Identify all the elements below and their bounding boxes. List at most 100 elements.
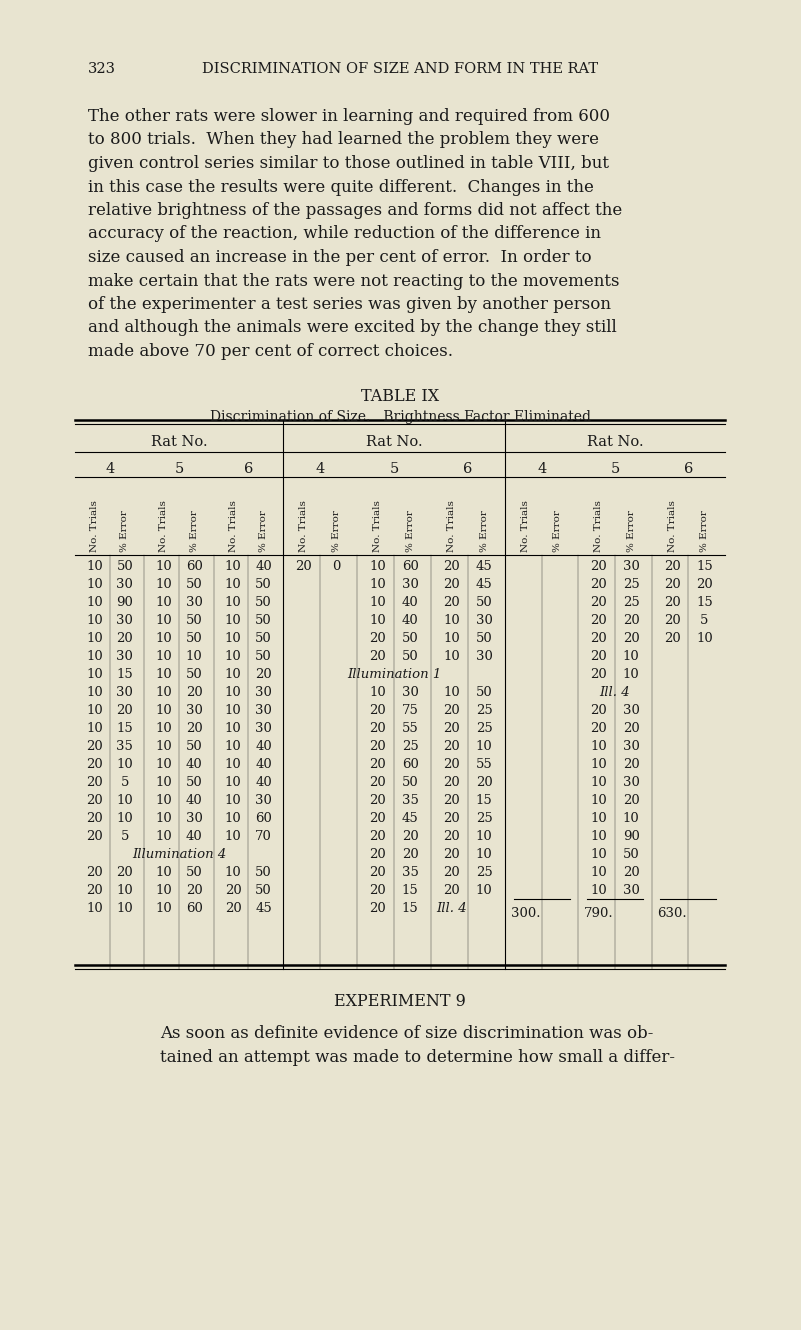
Text: 60: 60	[402, 758, 419, 771]
Text: 20: 20	[443, 758, 460, 771]
Text: % Error: % Error	[332, 511, 340, 552]
Text: 20: 20	[186, 722, 203, 735]
Text: 50: 50	[476, 632, 493, 645]
Text: 20: 20	[86, 866, 103, 879]
Text: 10: 10	[225, 775, 241, 789]
Text: 25: 25	[476, 866, 493, 879]
Text: 10: 10	[590, 794, 607, 807]
Text: 20: 20	[225, 902, 241, 915]
Text: 20: 20	[225, 884, 241, 896]
Text: 10: 10	[225, 794, 241, 807]
Text: 35: 35	[116, 739, 133, 753]
Text: 10: 10	[443, 614, 460, 626]
Text: 5: 5	[121, 830, 129, 843]
Text: 20: 20	[622, 758, 639, 771]
Text: 10: 10	[86, 560, 103, 573]
Text: 25: 25	[476, 704, 493, 717]
Text: 10: 10	[225, 686, 241, 700]
Text: 50: 50	[186, 632, 203, 645]
Text: 20: 20	[369, 650, 386, 662]
Text: 20: 20	[186, 884, 203, 896]
Text: 10: 10	[443, 686, 460, 700]
Text: 10: 10	[155, 614, 172, 626]
Text: 20: 20	[443, 884, 460, 896]
Text: 20: 20	[443, 813, 460, 825]
Text: No. Trials: No. Trials	[300, 500, 308, 552]
Text: 20: 20	[402, 849, 419, 861]
Text: 20: 20	[369, 775, 386, 789]
Text: 6: 6	[683, 462, 693, 476]
Text: 10: 10	[590, 884, 607, 896]
Text: The other rats were slower in learning and required from 600: The other rats were slower in learning a…	[88, 108, 610, 125]
Text: 10: 10	[155, 758, 172, 771]
Text: 50: 50	[186, 614, 203, 626]
Text: 10: 10	[590, 849, 607, 861]
Text: 40: 40	[256, 758, 272, 771]
Text: 50: 50	[186, 739, 203, 753]
Text: 45: 45	[402, 813, 419, 825]
Text: 10: 10	[86, 596, 103, 609]
Text: 40: 40	[186, 830, 203, 843]
Text: 25: 25	[476, 722, 493, 735]
Text: 20: 20	[443, 830, 460, 843]
Text: 10: 10	[369, 579, 386, 591]
Text: size caused an increase in the per cent of error.  In order to: size caused an increase in the per cent …	[88, 249, 592, 266]
Text: 10: 10	[590, 775, 607, 789]
Text: 10: 10	[116, 794, 133, 807]
Text: 10: 10	[225, 866, 241, 879]
Text: 10: 10	[225, 560, 241, 573]
Text: 90: 90	[622, 830, 639, 843]
Text: 10: 10	[590, 813, 607, 825]
Text: 20: 20	[369, 902, 386, 915]
Text: 40: 40	[402, 614, 419, 626]
Text: 10: 10	[86, 632, 103, 645]
Text: 20: 20	[622, 632, 639, 645]
Text: 40: 40	[186, 758, 203, 771]
Text: 35: 35	[402, 794, 419, 807]
Text: 4: 4	[316, 462, 324, 476]
Text: 30: 30	[476, 614, 493, 626]
Text: 25: 25	[622, 579, 639, 591]
Text: given control series similar to those outlined in table VIII, but: given control series similar to those ou…	[88, 156, 609, 172]
Text: 10: 10	[225, 758, 241, 771]
Text: 10: 10	[225, 739, 241, 753]
Text: 30: 30	[116, 686, 133, 700]
Text: 10: 10	[225, 704, 241, 717]
Text: No. Trials: No. Trials	[90, 500, 99, 552]
Text: 630.: 630.	[658, 907, 687, 920]
Text: 20: 20	[86, 775, 103, 789]
Text: 10: 10	[155, 794, 172, 807]
Text: 20: 20	[443, 579, 460, 591]
Text: 50: 50	[186, 668, 203, 681]
Text: 10: 10	[155, 560, 172, 573]
Text: 10: 10	[590, 866, 607, 879]
Text: 20: 20	[664, 560, 681, 573]
Text: 90: 90	[116, 596, 133, 609]
Text: 40: 40	[256, 775, 272, 789]
Text: 55: 55	[402, 722, 419, 735]
Text: 10: 10	[155, 722, 172, 735]
Text: 10: 10	[225, 579, 241, 591]
Text: 30: 30	[256, 704, 272, 717]
Text: 50: 50	[476, 686, 493, 700]
Text: 20: 20	[116, 632, 133, 645]
Text: 15: 15	[476, 794, 493, 807]
Text: As soon as definite evidence of size discrimination was ob-: As soon as definite evidence of size dis…	[160, 1025, 654, 1041]
Text: 10: 10	[622, 668, 639, 681]
Text: 20: 20	[590, 596, 607, 609]
Text: 20: 20	[664, 596, 681, 609]
Text: 20: 20	[590, 722, 607, 735]
Text: 15: 15	[696, 560, 713, 573]
Text: 10: 10	[86, 902, 103, 915]
Text: 45: 45	[476, 579, 493, 591]
Text: 50: 50	[116, 560, 133, 573]
Text: make certain that the rats were not reacting to the movements: make certain that the rats were not reac…	[88, 273, 619, 290]
Text: 30: 30	[622, 704, 639, 717]
Text: 20: 20	[443, 704, 460, 717]
Text: No. Trials: No. Trials	[159, 500, 168, 552]
Text: 45: 45	[256, 902, 272, 915]
Text: 10: 10	[155, 704, 172, 717]
Text: 75: 75	[402, 704, 419, 717]
Text: 10: 10	[369, 560, 386, 573]
Text: 20: 20	[622, 794, 639, 807]
